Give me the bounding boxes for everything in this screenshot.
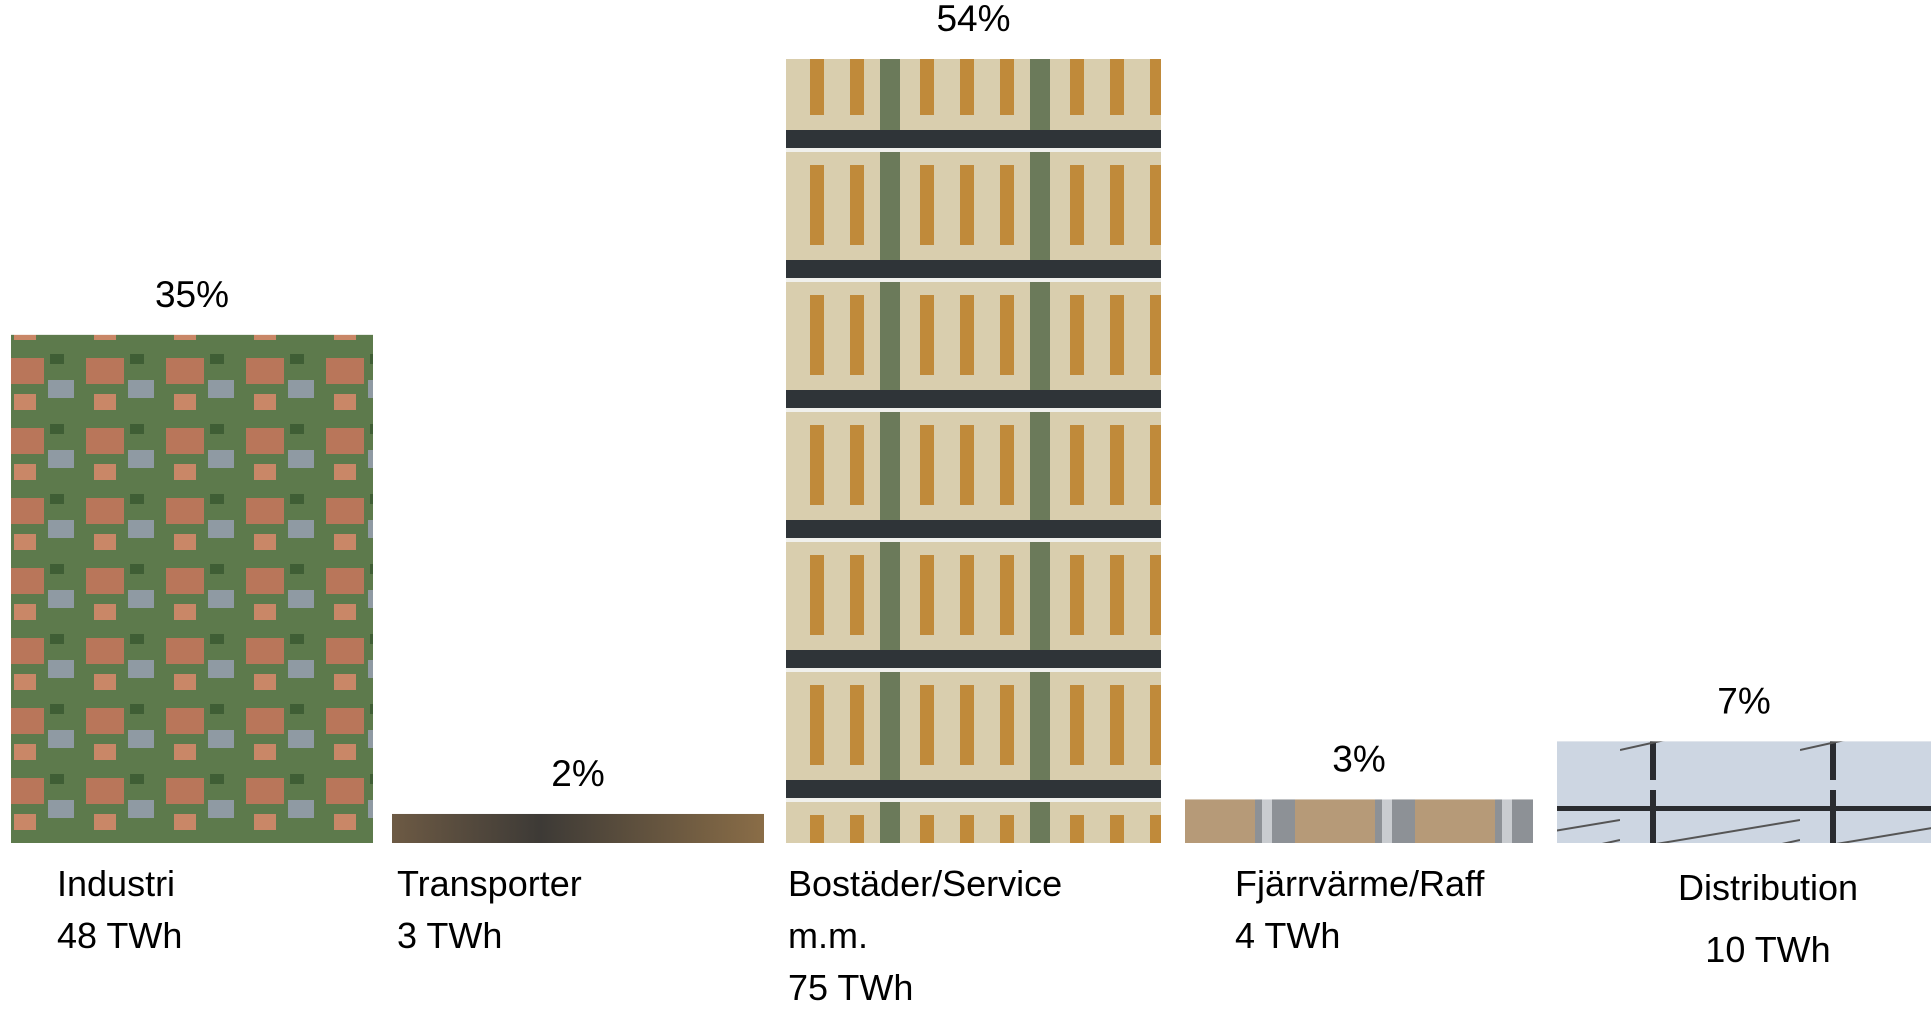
category-label: Transporter [397, 863, 582, 904]
energy-label: 10 TWh [1705, 929, 1831, 970]
category-label-group: Fjärrvärme/Raff 4 TWh [1235, 858, 1555, 962]
category-label-group: Bostäder/Service m.m. 75 TWh [788, 858, 1118, 1014]
bar [11, 334, 373, 843]
bar [392, 813, 764, 843]
category-label: Industri [57, 863, 176, 904]
category-label-group: Industri 48 TWh [57, 858, 377, 962]
bar [1557, 741, 1931, 843]
category-label-group: Distribution 10 TWh [1608, 862, 1928, 976]
energy-label: 4 TWh [1235, 915, 1341, 956]
category-label: Bostäder/Service m.m. [788, 863, 1063, 956]
energy-label: 3 TWh [397, 915, 503, 956]
value-label: 3% [1332, 738, 1385, 779]
bar [786, 59, 1161, 843]
category-label-group: Transporter 3 TWh [397, 858, 717, 962]
value-label: 7% [1717, 680, 1770, 721]
energy-label: 48 TWh [57, 915, 183, 956]
value-label: 35% [155, 274, 229, 315]
category-label: Fjärrvärme/Raff [1235, 863, 1485, 904]
energy-label: 75 TWh [788, 967, 914, 1008]
value-label: 54% [936, 0, 1010, 39]
category-label: Distribution [1677, 867, 1859, 908]
bar [1185, 799, 1533, 843]
value-label: 2% [551, 753, 604, 794]
